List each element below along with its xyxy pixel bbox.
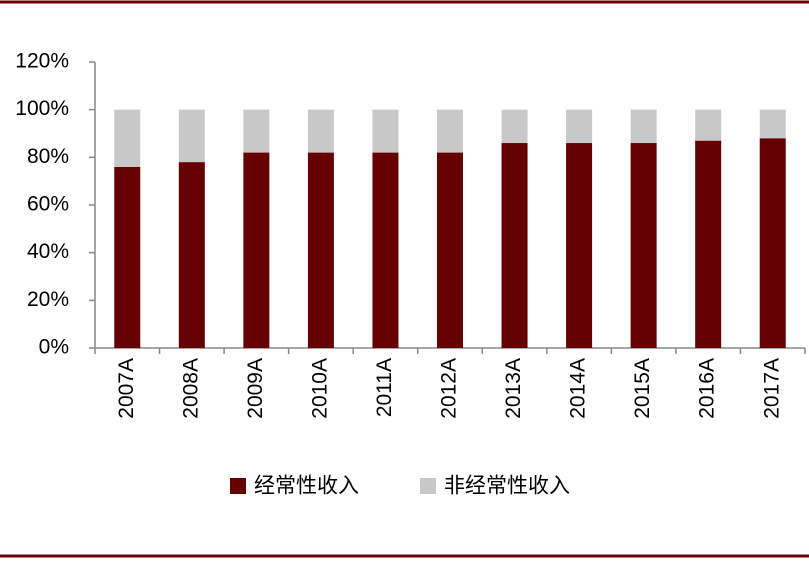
bar-segment bbox=[566, 109, 593, 144]
y-tick-label: 20% bbox=[27, 288, 69, 311]
legend-label: 经常性收入 bbox=[254, 475, 359, 498]
y-tick-label: 60% bbox=[27, 193, 69, 216]
legend-swatch bbox=[420, 478, 436, 494]
bar-segment bbox=[178, 162, 205, 348]
bar-segment bbox=[501, 109, 528, 144]
x-tick-label: 2011A bbox=[373, 358, 396, 417]
y-tick-label: 100% bbox=[15, 97, 69, 120]
x-tick-label: 2016A bbox=[696, 358, 719, 419]
x-tick-label: 2008A bbox=[179, 358, 202, 419]
x-tick-label: 2010A bbox=[308, 358, 331, 419]
bar-segment bbox=[114, 166, 141, 348]
bar-segment bbox=[372, 152, 399, 348]
bar-segment bbox=[372, 109, 399, 153]
y-tick-label: 120% bbox=[15, 50, 69, 73]
bar-segment bbox=[178, 109, 205, 163]
bar-segment bbox=[243, 152, 270, 348]
bar-segment bbox=[566, 143, 593, 348]
bar-segment bbox=[695, 109, 722, 141]
bar-segment bbox=[437, 109, 463, 153]
x-tick-label: 2013A bbox=[502, 358, 525, 419]
y-tick-label: 0% bbox=[39, 336, 69, 359]
x-tick-label: 2014A bbox=[567, 358, 590, 419]
x-tick-label: 2015A bbox=[631, 358, 654, 419]
legend-swatch bbox=[230, 478, 246, 494]
bar-segment bbox=[630, 143, 657, 348]
bar-segment bbox=[759, 138, 786, 348]
bar-segment bbox=[695, 140, 722, 348]
bar-segment bbox=[307, 152, 334, 348]
y-tick-label: 80% bbox=[27, 145, 69, 168]
x-tick-label: 2012A bbox=[438, 358, 461, 419]
bar-segment bbox=[630, 109, 657, 144]
bar-segment bbox=[307, 109, 334, 153]
bar-segment bbox=[243, 109, 270, 153]
bar-segment bbox=[501, 143, 528, 348]
bar-segment bbox=[759, 109, 786, 139]
y-tick-label: 40% bbox=[27, 240, 69, 263]
x-tick-label: 2009A bbox=[244, 358, 267, 419]
x-tick-label: 2017A bbox=[760, 358, 783, 419]
legend-label: 非经常性收入 bbox=[444, 475, 570, 498]
bar-segment bbox=[437, 152, 463, 348]
bar-segment bbox=[114, 109, 141, 167]
x-tick-label: 2007A bbox=[115, 358, 138, 419]
